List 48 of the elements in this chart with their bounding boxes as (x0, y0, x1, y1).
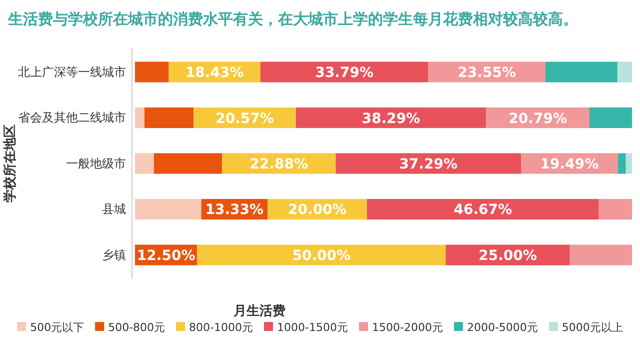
bar (260, 62, 428, 82)
y-tick-label: 北上广深等一线城市 (18, 64, 126, 79)
chart-title: 生活费与学校所在城市的消费水平有关，在大城市上学的学生每月花费相对较高较高。 (7, 10, 578, 28)
bar (154, 153, 222, 174)
bar (135, 62, 169, 82)
data-label: 22.88% (250, 156, 308, 172)
legend-label: 800-1000元 (189, 321, 254, 334)
bar (366, 198, 599, 220)
data-label: 46.67% (454, 202, 512, 218)
legend-label: 500元以下 (30, 321, 84, 334)
legend-label: 2000-5000元 (466, 321, 538, 334)
bar (296, 107, 486, 128)
y-tick-label: 一般地级市 (66, 156, 126, 170)
data-label: 13.33% (205, 202, 264, 218)
bar (336, 153, 522, 174)
bar (135, 198, 202, 220)
bar (135, 153, 154, 174)
data-label: 20.79% (508, 110, 567, 127)
data-label: 19.49% (540, 156, 599, 172)
bar (598, 198, 632, 220)
bar (144, 107, 194, 128)
bar (617, 62, 632, 82)
legend-label: 1000-1500元 (277, 321, 348, 334)
x-axis-title: 月生活费 (232, 304, 286, 319)
y-axis-title: 学校所在地区 (2, 124, 18, 202)
data-label: 38.29% (362, 110, 420, 127)
bar (618, 153, 626, 174)
data-label: 37.29% (399, 156, 458, 172)
legend-label: 5000元以上 (562, 321, 623, 334)
bar (590, 107, 632, 128)
bar (197, 244, 446, 266)
bar (545, 62, 618, 82)
data-label: 50.00% (292, 248, 351, 264)
bar (135, 107, 144, 128)
y-tick-label: 省会及其他二线城市 (18, 110, 126, 125)
data-label: 20.57% (216, 110, 274, 127)
data-label: 20.00% (288, 202, 346, 218)
legend-label: 1500-2000元 (372, 321, 443, 334)
bar (570, 244, 632, 266)
data-label: 25.00% (478, 248, 537, 264)
data-label: 23.55% (458, 65, 516, 82)
data-label: 12.50% (136, 248, 196, 264)
y-tick-label: 乡镇 (102, 248, 126, 262)
data-label: 33.79% (315, 65, 374, 82)
y-tick-label: 县城 (102, 202, 126, 216)
legend-label: 500-800元 (108, 321, 166, 334)
data-label: 18.43% (185, 65, 244, 82)
bar (626, 153, 632, 174)
